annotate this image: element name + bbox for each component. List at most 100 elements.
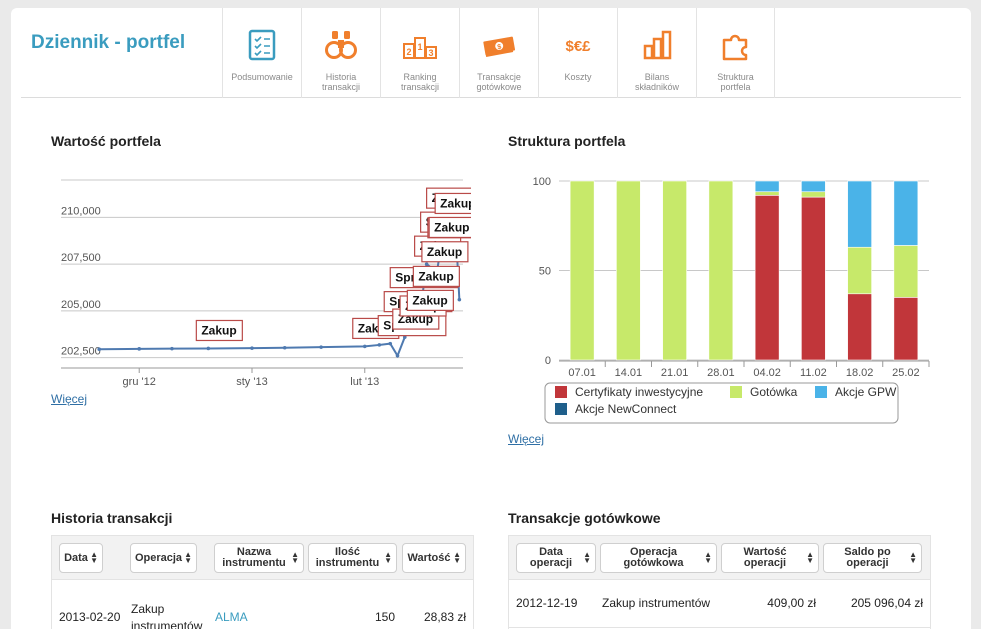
banknote-icon: $ (483, 36, 516, 57)
bar-segment (754, 195, 780, 361)
y-tick-label: 210,000 (61, 205, 101, 217)
annotation-box (421, 241, 469, 263)
annotation-label: Zakup (434, 220, 469, 234)
sort-icon: ▲ ▼ (384, 550, 392, 565)
bar-segment (801, 196, 826, 361)
nav-label: Bilans składników (634, 72, 680, 92)
x-tick-label: 18.02 (846, 367, 874, 379)
legend-swatch (555, 403, 567, 415)
nav-label: Historia transakcji (321, 72, 360, 92)
bar-segment (569, 180, 595, 361)
annotation-flag: Zakup (195, 319, 243, 342)
nav-item-transakcje-gotowkowe[interactable]: $ Transakcje gotówkowe (459, 8, 538, 98)
bar-segment (893, 297, 919, 361)
column-header-cash-operation[interactable]: Operacja gotówkowa ▲ ▼ (600, 543, 717, 573)
bar-segment (801, 191, 826, 198)
annotation-label: Zakup (440, 196, 471, 210)
nav-item-ranking-transakcji[interactable]: 2 1 3 Ranking transakcji (380, 8, 459, 98)
legend-swatch (730, 386, 742, 398)
legend-label: Akcje NewConnect (575, 402, 677, 416)
cell-operation: Zakup instrumentów (602, 596, 711, 610)
cell-operation: Zakup instrumentów (131, 602, 203, 629)
nav-label: Podsumowanie (231, 72, 293, 82)
data-point (395, 353, 400, 358)
annotation-flag: Zakup (406, 289, 454, 311)
portfolio-structure-more-link[interactable]: Więcej (508, 432, 545, 446)
data-point (137, 347, 142, 351)
bar-segment (847, 293, 872, 361)
sort-icon: ▲ ▼ (704, 550, 712, 565)
page-title: Dziennik - portfel (31, 32, 186, 53)
portfolio-value-chart[interactable]: 202,500 205,000 207,500 210,000 gru '12 sty '… (31, 160, 471, 390)
table-row[interactable]: 2012-12-19 Zakup instrumentów 409,00 zł … (509, 580, 930, 628)
column-header-instrument-name[interactable]: Nazwa instrumentu ▲ ▼ (214, 543, 304, 573)
x-tick-label: gru '12 (123, 376, 156, 388)
table-row[interactable]: 2013-02-20 Zakup instrumentów ALMA 150 2… (52, 580, 473, 629)
column-header-date[interactable]: Data ▲ ▼ (59, 543, 103, 573)
nav-item-bilans-skladnikow[interactable]: Bilans składników (617, 8, 696, 98)
y-tick-label: 100 (533, 176, 551, 188)
sort-icon: ▲ ▼ (806, 550, 814, 565)
svg-text:$€£: $€£ (565, 38, 591, 55)
annotation-label: Zakup (201, 323, 236, 337)
x-tick-label: 28.01 (707, 367, 735, 379)
annotation-box (195, 319, 243, 342)
instrument-link[interactable]: ALMA (215, 610, 248, 624)
cell-date: 2013-02-20 (59, 610, 121, 624)
data-point (206, 346, 211, 351)
bar-chart-icon (643, 30, 672, 60)
portfolio-structure-chart[interactable]: 0 50 100 07.01 14.01 21.01 28.01 04.02 11.02 18.0… (511, 160, 931, 425)
nav-item-historia-transakcji[interactable]: Historia transakcji (301, 8, 380, 98)
annotation-flag: Zakup (428, 216, 471, 239)
x-tick-label: 04.02 (753, 367, 781, 379)
currency-symbols-icon: $€£ (565, 38, 591, 55)
annotation-box (412, 265, 460, 287)
legend-label: Certyfikaty inwestycyjne (575, 385, 703, 399)
y-tick-label: 207,500 (61, 252, 101, 264)
x-tick-label: lut '13 (350, 376, 379, 388)
data-point (282, 345, 287, 350)
cell-value: 28,83 zł (423, 610, 466, 624)
x-tick-label: 21.01 (661, 367, 689, 379)
nav-label: Transakcje gotówkowe (476, 72, 522, 92)
column-header-quantity[interactable]: Ilość instrumentu ▲ ▼ (308, 543, 397, 573)
bar-segment (847, 246, 872, 295)
column-header-balance-after[interactable]: Saldo po operacji ▲ ▼ (823, 543, 922, 573)
data-point (362, 344, 367, 349)
x-tick-label: 07.01 (568, 367, 596, 379)
column-header-operation[interactable]: Operacja ▲ ▼ (130, 543, 197, 573)
x-tick-label: 14.01 (615, 367, 643, 379)
data-point (250, 346, 254, 350)
transaction-history-title: Historia transakcji (51, 510, 173, 526)
portfolio-value-more-link[interactable]: Więcej (51, 392, 88, 406)
cell-balance: 205 096,04 zł (850, 596, 923, 610)
annotation-box (406, 289, 454, 311)
nav-item-podsumowanie[interactable]: Podsumowanie (222, 8, 301, 98)
svg-text:3: 3 (428, 48, 433, 58)
annotation-flag: Zakup (412, 265, 460, 287)
x-tick-label: 11.02 (800, 367, 827, 379)
bar-segment (754, 180, 780, 193)
nav-label: Koszty (564, 72, 592, 82)
annotation-box (428, 216, 471, 239)
bar-segment (893, 245, 919, 298)
nav-item-struktura-portfela[interactable]: Struktura portfela (696, 8, 775, 98)
annotation-label: Zakup (427, 245, 462, 259)
sort-icon: ▲ ▼ (583, 550, 591, 565)
data-point (97, 347, 101, 352)
svg-text:1: 1 (417, 42, 422, 52)
y-tick-label: 0 (545, 355, 551, 367)
legend-swatch (815, 386, 827, 398)
bar-segment (754, 191, 780, 196)
x-tick-label: sty '13 (236, 376, 267, 388)
transaction-history-table: Data ▲ ▼ Operacja ▲ ▼ Nazwa instrumentu ▲ ▼ Il… (51, 535, 474, 629)
legend-box (544, 382, 899, 424)
column-header-value[interactable]: Wartość ▲ ▼ (402, 543, 466, 573)
y-tick-label: 205,000 (61, 299, 101, 311)
bar-segment (801, 180, 826, 193)
nav-item-koszty[interactable]: $€£ Koszty (538, 8, 617, 98)
column-header-operation-date[interactable]: Data operacji ▲ ▼ (516, 543, 596, 573)
header-bar: Dziennik - portfel Podsumowanie Historia… (21, 8, 961, 98)
legend-label: Gotówka (750, 385, 798, 399)
column-header-operation-value[interactable]: Wartość operacji ▲ ▼ (721, 543, 819, 573)
